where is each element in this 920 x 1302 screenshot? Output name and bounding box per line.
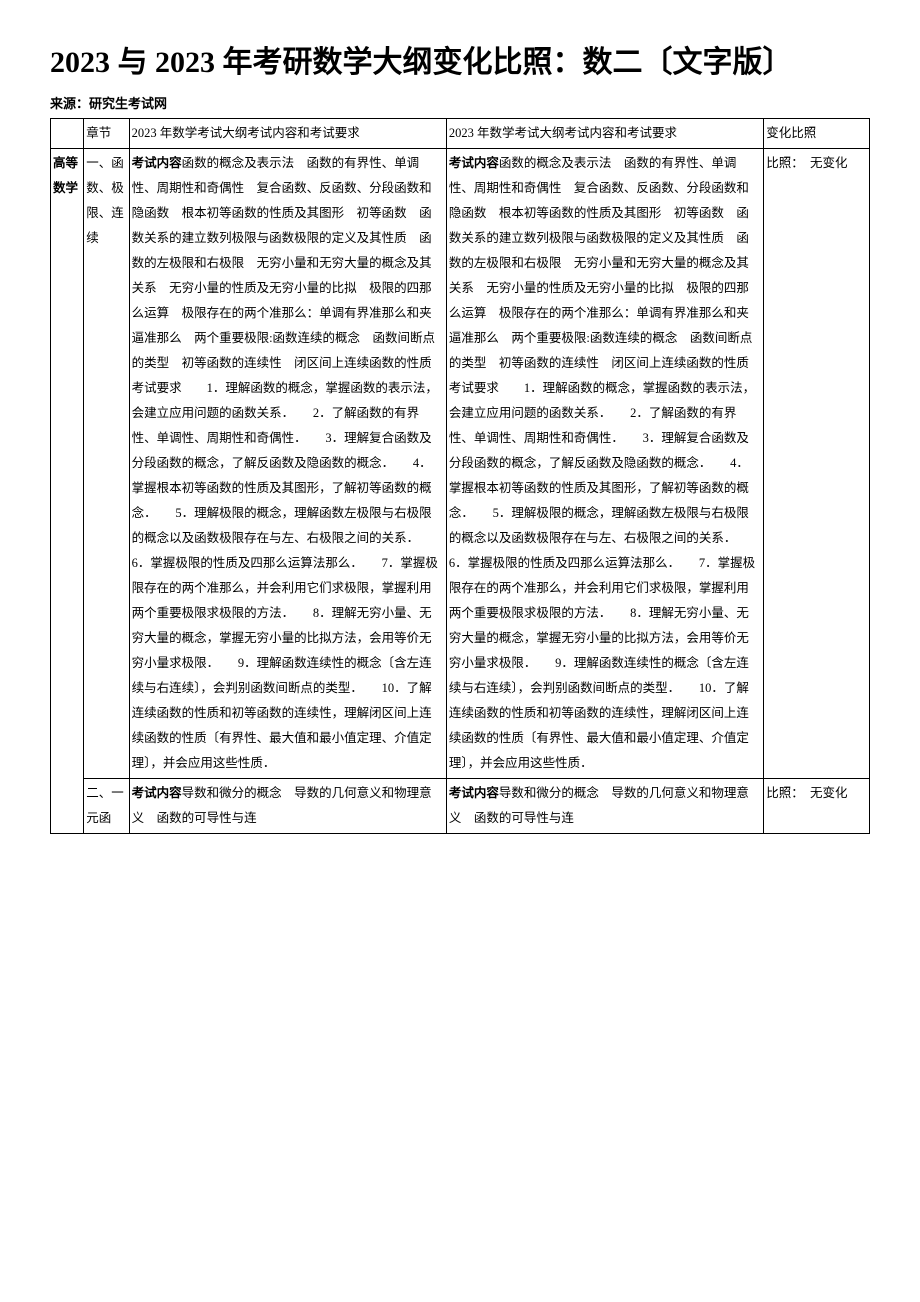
cell-content-left: 考试内容函数的概念及表示法 函数的有界性、单调性、周期性和奇偶性 复合函数、反函…	[129, 149, 446, 779]
table-header-row: 章节 2023 年数学考试大纲考试内容和考试要求 2023 年数学考试大纲考试内…	[51, 119, 870, 149]
left-bold-label: 考试内容	[132, 156, 182, 170]
left-bold-label: 考试内容	[132, 786, 182, 800]
header-right: 2023 年数学考试大纲考试内容和考试要求	[446, 119, 763, 149]
cell-content-right: 考试内容导数和微分的概念 导数的几何意义和物理意义 函数的可导性与连	[446, 779, 763, 834]
cell-content-right: 考试内容函数的概念及表示法 函数的有界性、单调性、周期性和奇偶性 复合函数、反函…	[446, 149, 763, 779]
cell-chapter: 高等数学	[51, 149, 84, 834]
comparison-table: 章节 2023 年数学考试大纲考试内容和考试要求 2023 年数学考试大纲考试内…	[50, 118, 870, 834]
cell-compare: 比照： 无变化	[764, 779, 870, 834]
header-section: 章节	[84, 119, 129, 149]
page-title: 2023 与 2023 年考研数学大纲变化比照：数二〔文字版〕	[50, 40, 870, 85]
right-bold-label: 考试内容	[449, 786, 499, 800]
source-line: 来源：研究生考试网	[50, 93, 870, 112]
header-compare: 变化比照	[764, 119, 870, 149]
cell-section: 一、函数、极限、连续	[84, 149, 129, 779]
table-row: 高等数学 一、函数、极限、连续 考试内容函数的概念及表示法 函数的有界性、单调性…	[51, 149, 870, 779]
cell-section: 二、一元函	[84, 779, 129, 834]
cell-compare: 比照： 无变化	[764, 149, 870, 779]
table-row: 二、一元函 考试内容导数和微分的概念 导数的几何意义和物理意义 函数的可导性与连…	[51, 779, 870, 834]
left-text: 函数的概念及表示法 函数的有界性、单调性、周期性和奇偶性 复合函数、反函数、分段…	[132, 156, 438, 770]
right-bold-label: 考试内容	[449, 156, 499, 170]
right-text: 函数的概念及表示法 函数的有界性、单调性、周期性和奇偶性 复合函数、反函数、分段…	[449, 156, 755, 770]
cell-content-left: 考试内容导数和微分的概念 导数的几何意义和物理意义 函数的可导性与连	[129, 779, 446, 834]
header-chapter	[51, 119, 84, 149]
chapter-label: 高等数学	[53, 156, 78, 195]
header-left: 2023 年数学考试大纲考试内容和考试要求	[129, 119, 446, 149]
